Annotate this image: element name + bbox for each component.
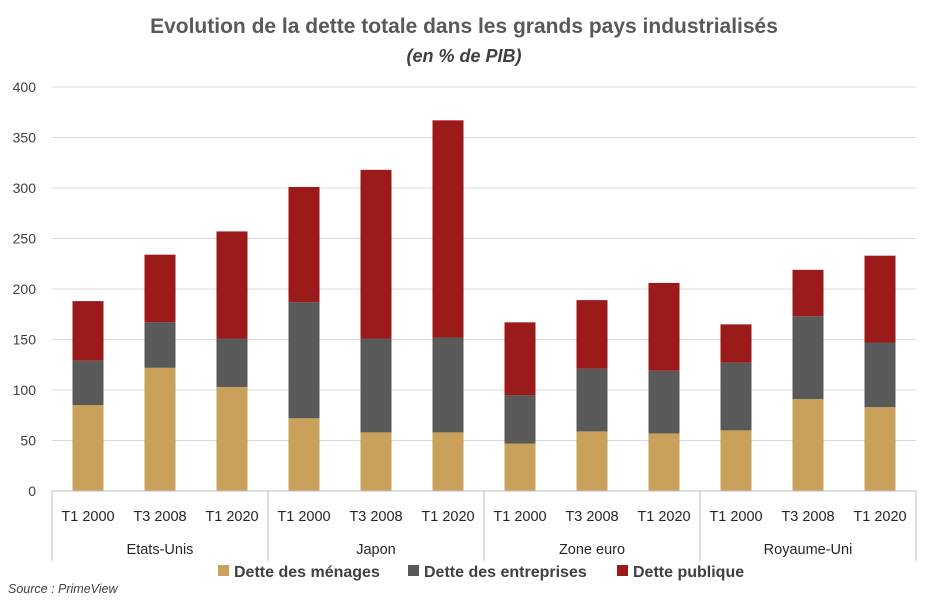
x-group-label: Zone euro (559, 542, 625, 558)
x-group-label: Etats-Unis (127, 542, 194, 558)
x-category-label: T1 2000 (277, 509, 330, 525)
bar-segment (360, 338, 392, 433)
y-tick-label: 50 (20, 433, 36, 449)
legend: Dette des ménages Dette des entreprises De… (218, 564, 744, 581)
bar-segment (504, 322, 536, 396)
y-tick-label: 100 (13, 382, 37, 398)
bar-segment (216, 386, 248, 491)
bar-segment (432, 337, 464, 433)
bar-segment (360, 169, 392, 339)
bar-segment (432, 120, 464, 338)
legend-label: Dette publique (633, 564, 744, 581)
bar-segment (216, 231, 248, 339)
y-tick-label: 150 (13, 332, 37, 348)
bar-segment (648, 282, 680, 371)
bar-segment (792, 316, 824, 400)
bar-segment (648, 370, 680, 434)
y-tick-label: 350 (13, 130, 37, 146)
source-note: Source : PrimeView (8, 582, 119, 596)
x-category-label: T3 2008 (781, 509, 834, 525)
legend-swatch (218, 565, 229, 576)
x-category-label: T1 2020 (853, 509, 906, 525)
bar-segment (288, 302, 320, 419)
bar-segment (144, 254, 176, 323)
bar-segment (576, 368, 608, 432)
bar-segment (72, 301, 104, 361)
x-category-label: T1 2020 (637, 509, 690, 525)
x-category-label: T1 2000 (493, 509, 546, 525)
y-tick-label: 200 (13, 281, 37, 297)
gridlines (52, 86, 916, 441)
bar-segment (864, 255, 896, 343)
bar-segment (720, 430, 752, 491)
bar-segment (360, 432, 392, 491)
legend-label: Dette des ménages (234, 564, 380, 581)
x-category-label: T1 2000 (61, 509, 114, 525)
x-group-label: Japon (356, 542, 396, 558)
bar-segment (720, 362, 752, 431)
chart-title: Evolution de la dette totale dans les gr… (150, 15, 778, 38)
bar-segment (216, 338, 248, 387)
bar-segment (864, 342, 896, 408)
x-axis: T1 2000 T3 2008 T1 2020 Etats-Unis T1 2000 T3… (51, 490, 917, 561)
legend-swatch (617, 565, 628, 576)
legend-label: Dette des entreprises (424, 564, 587, 581)
y-tick-label: 300 (13, 180, 37, 196)
bar-segment (144, 367, 176, 491)
y-tick-label: 0 (28, 483, 36, 499)
x-category-label: T3 2008 (565, 509, 618, 525)
legend-swatch (408, 565, 419, 576)
bar-segment (792, 399, 824, 491)
chart-subtitle: (en % de PIB) (406, 46, 521, 66)
bar-segment (576, 431, 608, 491)
bars (72, 120, 896, 491)
x-group-label: Royaume-Uni (764, 542, 853, 558)
x-category-label: T1 2020 (205, 509, 258, 525)
x-category-label: T3 2008 (349, 509, 402, 525)
y-axis: 0 50 100 150 200 250 300 350 400 (13, 79, 37, 499)
bar-segment (288, 418, 320, 491)
bar-segment (792, 269, 824, 317)
bar-segment (504, 395, 536, 444)
y-tick-label: 250 (13, 231, 37, 247)
y-tick-label: 400 (13, 79, 37, 95)
bar-segment (720, 324, 752, 363)
bar-segment (864, 407, 896, 491)
bar-segment (72, 405, 104, 491)
x-category-label: T3 2008 (133, 509, 186, 525)
bar-segment (432, 432, 464, 491)
bar-segment (504, 443, 536, 491)
bar-segment (648, 433, 680, 491)
bar-segment (144, 322, 176, 368)
x-category-label: T1 2000 (709, 509, 762, 525)
x-category-label: T1 2020 (421, 509, 474, 525)
bar-segment (288, 186, 320, 303)
bar-segment (576, 300, 608, 369)
bar-segment (72, 360, 104, 406)
